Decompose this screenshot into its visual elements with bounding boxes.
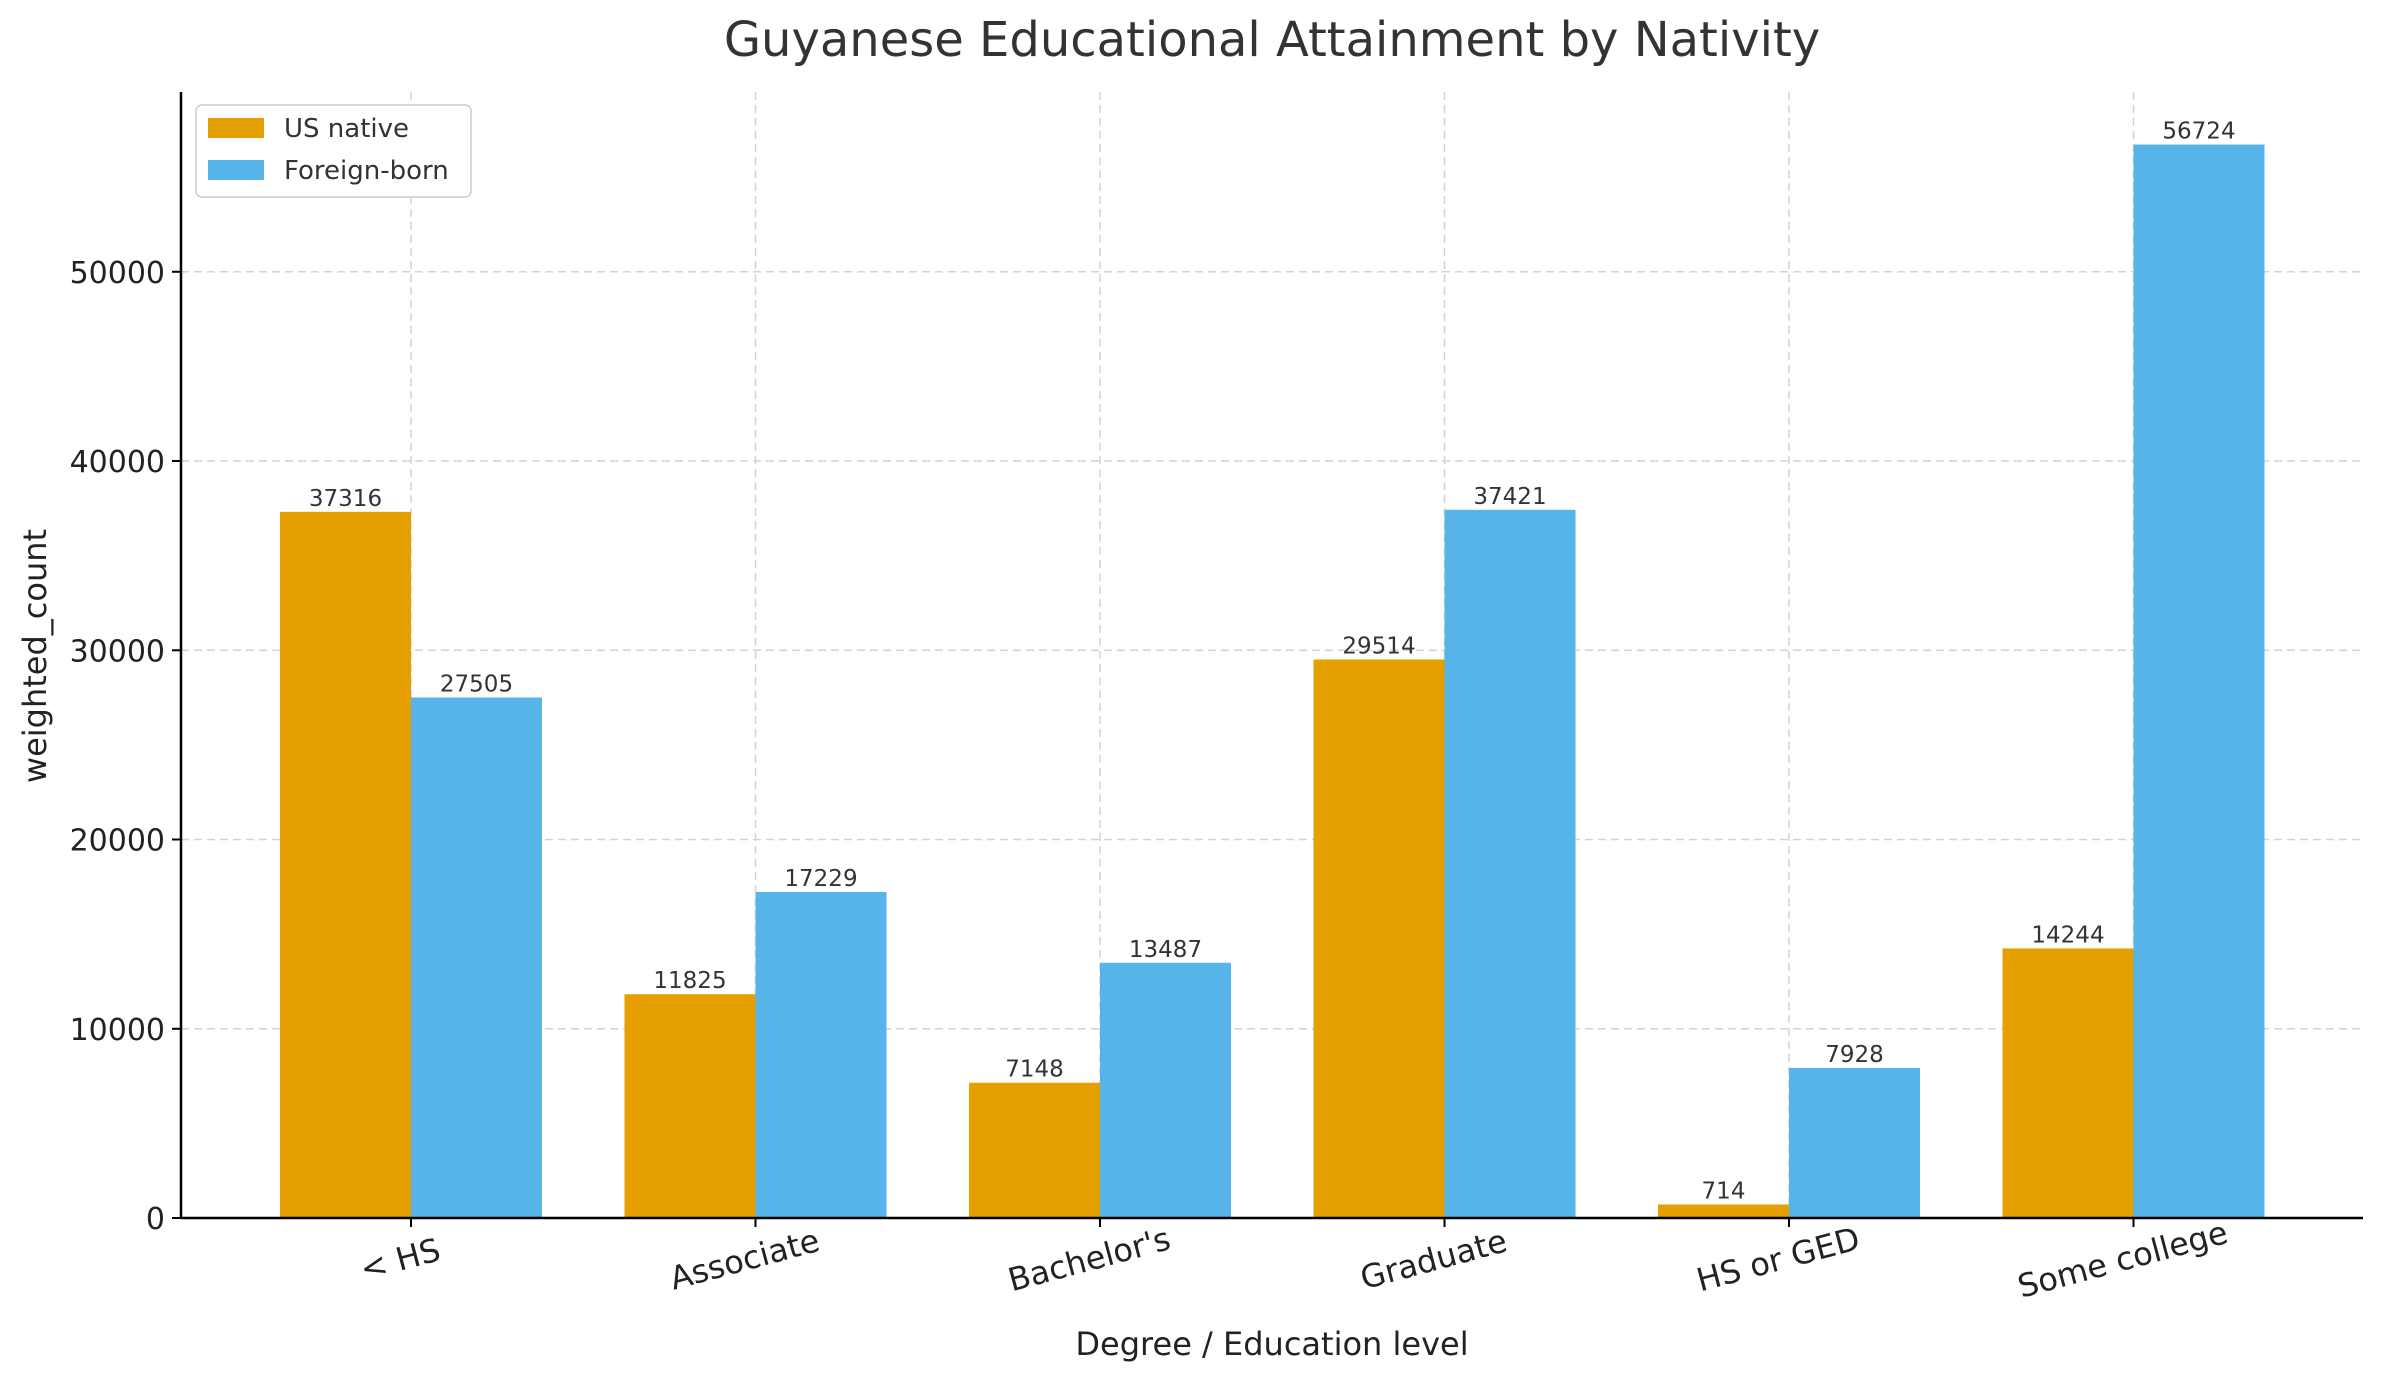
legend-swatch <box>208 118 264 138</box>
y-tick-label: 10000 <box>70 1013 165 1048</box>
y-tick-label: 20000 <box>70 824 165 859</box>
bars-layer <box>280 144 2265 1218</box>
bar-foreign-born <box>1100 962 1231 1218</box>
bar-value-label: 714 <box>1702 1178 1746 1204</box>
y-tick-label: 40000 <box>70 445 165 480</box>
bar-foreign-born <box>1789 1067 1920 1218</box>
bar-value-label: 11825 <box>653 968 726 994</box>
x-tick-label: Some college <box>2014 1213 2232 1305</box>
y-tick-label: 0 <box>146 1202 165 1237</box>
bar-us-native <box>969 1082 1100 1218</box>
x-tick-label: HS or GED <box>1693 1219 1864 1299</box>
x-tick-label: Bachelor's <box>1004 1220 1174 1300</box>
bar-us-native <box>624 994 756 1218</box>
x-tick-label: < HS <box>356 1230 444 1288</box>
bar-value-label: 37316 <box>309 486 382 512</box>
x-tick-label: Associate <box>666 1221 824 1297</box>
bar-value-label: 29514 <box>1342 633 1415 659</box>
bar-value-label: 17229 <box>784 866 857 892</box>
y-axis-label: weighted_count <box>16 529 54 783</box>
chart-title: Guyanese Educational Attainment by Nativ… <box>724 12 1820 68</box>
bar-foreign-born <box>411 697 542 1218</box>
bar-us-native <box>280 511 411 1218</box>
bar-value-label: 13487 <box>1129 937 1202 963</box>
legend: US native Foreign-born <box>195 104 472 198</box>
bar-foreign-born <box>755 891 887 1218</box>
bar-foreign-born <box>1444 509 1576 1218</box>
x-tick-label: Graduate <box>1356 1222 1511 1298</box>
bar-us-native <box>1658 1204 1789 1218</box>
bar-value-label: 7928 <box>1825 1042 1884 1068</box>
legend-label: Foreign-born <box>284 156 449 186</box>
legend-label: US native <box>284 114 409 144</box>
legend-swatch <box>208 160 264 180</box>
legend-frame <box>195 104 472 198</box>
bar-value-label: 14244 <box>2031 922 2104 948</box>
data-labels-layer: 37316 11825 7148 29514 714 14244 27505 17229 134… <box>309 119 2236 1205</box>
bar-foreign-born <box>2133 144 2265 1218</box>
bar-value-label: 27505 <box>440 671 513 697</box>
bar-us-native <box>2002 948 2134 1218</box>
y-tick-label: 30000 <box>70 634 165 669</box>
bar-value-label: 56724 <box>2162 119 2235 145</box>
y-tick-label: 50000 <box>70 256 165 291</box>
x-axis-label: Degree / Education level <box>1075 1325 1468 1363</box>
bar-value-label: 7148 <box>1005 1057 1064 1083</box>
bar-value-label: 37421 <box>1473 484 1546 510</box>
bar-us-native <box>1313 659 1445 1218</box>
